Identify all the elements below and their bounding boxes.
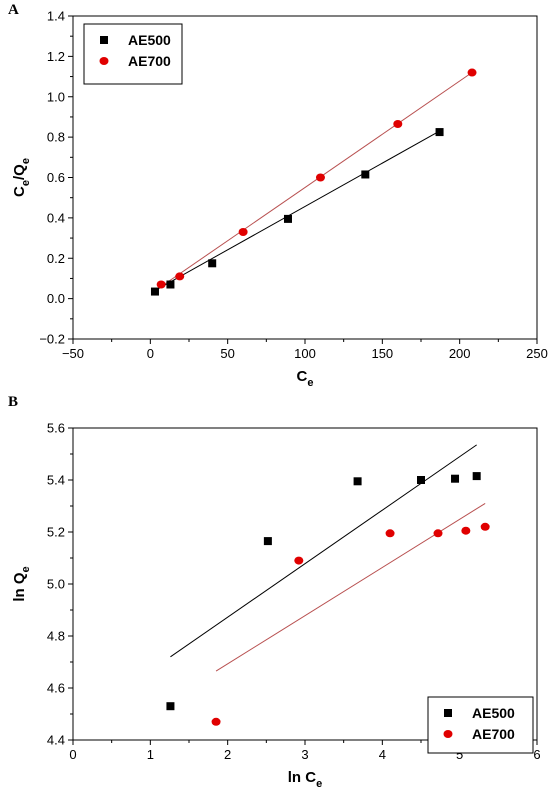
x-tick-label: 2 [224,747,231,762]
data-point-ae700 [433,529,443,538]
data-point-ae500 [361,170,370,179]
y-axis-title: Ce/Qe [11,158,32,197]
y-axis-title: ln Qe [11,566,32,601]
y-tick-label: 5.2 [47,525,65,540]
legend-box [83,23,183,85]
x-tick-label: 3 [301,747,308,762]
x-tick-label: −50 [62,346,84,361]
y-tick-label: 5.0 [47,577,65,592]
y-tick-label: 4.4 [47,733,65,748]
x-tick-label: 5 [456,747,463,762]
y-tick-label: 0.8 [47,130,65,145]
data-point-ae500 [353,477,362,486]
x-tick-label: 1 [147,747,154,762]
data-point-ae500 [435,128,444,137]
legend-marker-ae500 [444,709,452,717]
fit-line-ae700 [215,502,486,672]
legend-label-ae700: AE700 [472,726,515,742]
data-point-ae700 [385,529,395,538]
legend-marker-ae700 [99,57,109,65]
y-tick-label: 1.4 [47,9,65,24]
x-tick-label: 0 [147,346,154,361]
legend-label-ae700: AE700 [128,53,171,69]
y-tick-label: 0.0 [47,291,65,306]
fit-line-ae500 [170,444,477,658]
legend-label-ae500: AE500 [128,32,171,48]
data-point-ae500 [472,472,481,481]
data-point-ae700 [467,68,477,77]
x-tick-label: 150 [371,346,393,361]
data-point-ae700 [238,228,248,237]
legend-marker-ae700 [443,730,453,738]
data-point-ae700 [393,120,403,129]
data-point-ae700 [211,717,221,726]
data-point-ae500 [208,259,217,268]
data-point-ae700 [294,556,304,565]
y-tick-label: 0.4 [47,210,65,225]
y-tick-label: 0.2 [47,251,65,266]
data-point-ae700 [156,280,166,289]
data-point-ae500 [451,474,460,483]
chart-panel-A: A −50 0 50 100 150 200 250 −0.2 0.0 0.2 0.4 0.6 0.8 1.… [8,2,548,389]
data-point-ae500 [166,702,175,711]
x-tick-label: 100 [294,346,316,361]
x-tick-label: 6 [533,747,540,762]
y-tick-label: 1.0 [47,89,65,104]
panel-label: A [8,2,19,18]
chart-panel-B: B 0 1 2 3 4 5 6 4.4 4.6 4.8 5.0 5.2 5.4 5.6 ln Ce ln Qe A… [8,394,541,790]
y-tick-label: 4.8 [47,629,65,644]
data-point-ae500 [150,287,159,296]
data-point-ae700 [315,173,325,182]
data-point-ae700 [461,526,471,535]
data-point-ae700 [175,272,185,281]
y-tick-label: −0.2 [39,332,65,347]
data-point-ae500 [166,280,175,289]
plot-frame [72,427,538,741]
legend-marker-ae500 [100,36,108,44]
x-tick-label: 50 [220,346,234,361]
x-axis-title: ln Ce [288,769,322,790]
data-point-ae500 [283,214,292,223]
y-tick-label: 0.6 [47,170,65,185]
x-axis-title: Ce [297,368,314,389]
data-point-ae500 [417,476,425,484]
x-tick-label: 200 [449,346,471,361]
legend: AE500 AE700 [427,696,534,754]
legend-box [427,696,534,754]
y-tick-label: 4.6 [47,681,65,696]
x-tick-label: 0 [69,747,76,762]
fit-line-ae500 [154,130,440,291]
data-point-ae700 [480,522,490,531]
legend: AE500 AE700 [83,23,183,85]
legend-label-ae500: AE500 [472,705,515,721]
y-tick-label: 1.2 [47,49,65,64]
panel-label: B [8,394,18,410]
data-point-ae500 [263,537,272,546]
x-tick-label: 250 [526,346,548,361]
y-tick-label: 5.6 [47,421,65,436]
x-tick-label: 4 [379,747,386,762]
y-tick-label: 5.4 [47,473,65,488]
